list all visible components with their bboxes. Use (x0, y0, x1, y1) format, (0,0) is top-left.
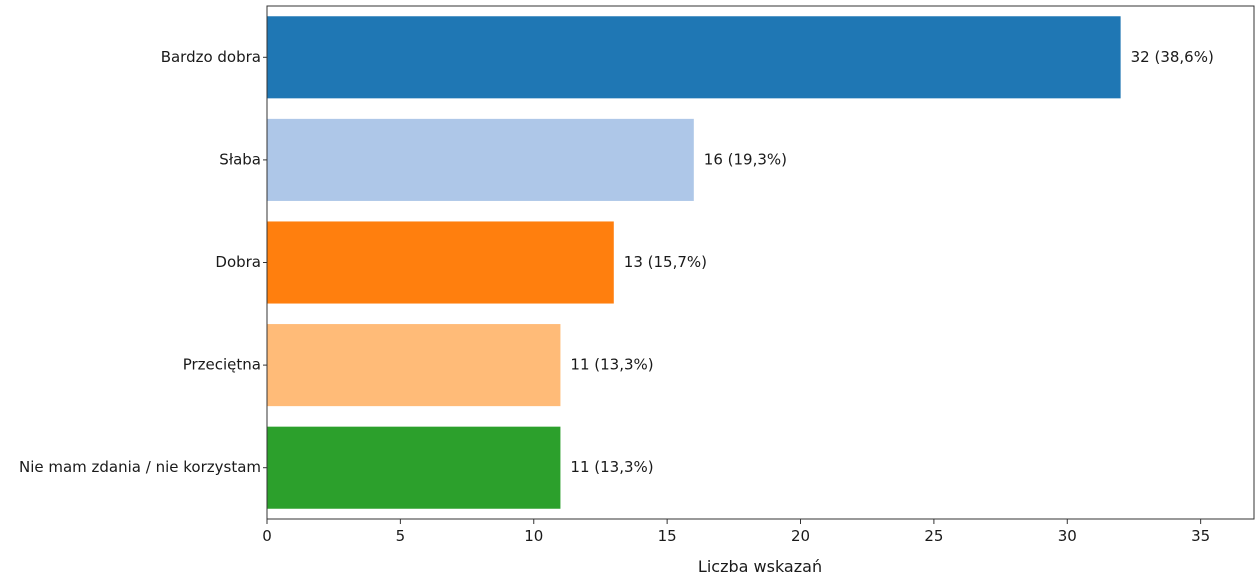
plot-frame (266, 5, 1255, 520)
category-label-1: Słaba (219, 150, 261, 168)
value-label-3: 11 (13,3%) (570, 356, 653, 374)
value-label-4: 11 (13,3%) (570, 458, 653, 476)
x-tick-label-0: 0 (262, 527, 272, 545)
category-label-0: Bardzo dobra (161, 48, 261, 66)
bar-3 (267, 324, 561, 407)
x-tick-label-1: 5 (396, 527, 406, 545)
category-label-2: Dobra (215, 253, 261, 271)
x-tick-label-5: 25 (924, 527, 943, 545)
category-label-4: Nie mam zdania / nie korzystam (19, 458, 261, 476)
bar-2 (267, 221, 614, 304)
value-label-1: 16 (19,3%) (704, 150, 787, 168)
x-axis-title: Liczba wskazań (698, 557, 822, 576)
value-label-2: 13 (15,7%) (624, 253, 707, 271)
x-tick-label-7: 35 (1191, 527, 1210, 545)
x-tick-label-4: 20 (791, 527, 810, 545)
bar-1 (267, 118, 694, 201)
axes-layer: 0 5 10 15 20 25 30 35 (262, 5, 1255, 545)
bars-layer (267, 16, 1121, 509)
x-tick-label-6: 30 (1058, 527, 1077, 545)
value-label-0: 32 (38,6%) (1131, 48, 1214, 66)
bar-0 (267, 16, 1121, 99)
labels-layer: Bardzo dobra 32 (38,6%) Słaba 16 (19,3%) Dob… (19, 48, 1214, 476)
x-tick-label-2: 10 (524, 527, 543, 545)
bar-4 (267, 426, 561, 509)
category-label-3: Przeciętna (183, 356, 261, 374)
x-tick-label-3: 15 (658, 527, 677, 545)
